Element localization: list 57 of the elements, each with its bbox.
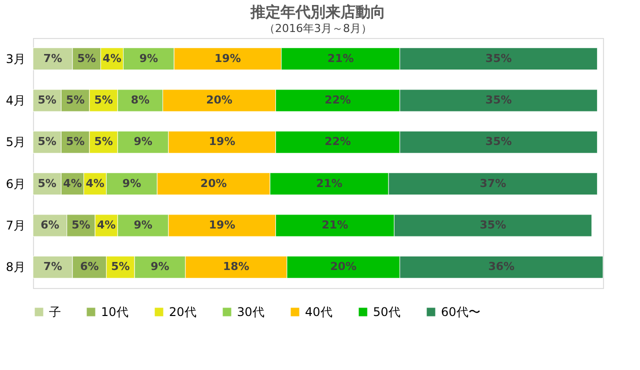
y-tick-label: 6月: [6, 176, 26, 191]
chart-title: 推定年代別来店動向: [250, 3, 386, 21]
legend-label: 30代: [237, 305, 264, 319]
data-label: 9%: [139, 52, 158, 65]
data-label: 18%: [222, 260, 250, 274]
data-label: 6%: [40, 218, 60, 232]
data-label: 5%: [94, 94, 113, 106]
data-label: 5%: [94, 135, 113, 148]
data-label: 5%: [66, 135, 85, 148]
legend-label: 50代: [373, 305, 400, 319]
data-label: 19%: [214, 52, 241, 65]
data-label: 5%: [72, 218, 90, 232]
data-label: 4%: [97, 218, 116, 232]
chart-subtitle: （2016年3月～8月）: [264, 22, 372, 35]
y-tick-label: 4月: [6, 94, 26, 108]
legend-label: 10代: [101, 305, 128, 319]
data-label: 21%: [322, 218, 348, 232]
data-label: 7%: [43, 260, 62, 274]
data-label: 9%: [134, 135, 152, 148]
data-label: 7%: [43, 52, 62, 65]
data-label: 35%: [485, 135, 512, 148]
data-label: 19%: [208, 218, 236, 232]
data-label: 9%: [134, 218, 152, 232]
data-label: 9%: [122, 176, 142, 190]
legend-label: 60代〜: [441, 305, 480, 319]
legend-label: 40代: [305, 305, 332, 319]
data-label: 20%: [330, 260, 357, 274]
data-label: 6%: [80, 260, 99, 274]
data-label: 19%: [208, 135, 236, 148]
data-label: 4%: [86, 176, 104, 190]
data-label: 22%: [324, 135, 351, 148]
data-label: 5%: [38, 176, 56, 190]
data-label: 35%: [480, 218, 506, 232]
y-tick-label: 8月: [6, 260, 26, 274]
data-label: 8%: [130, 94, 150, 106]
data-label: 37%: [480, 176, 506, 190]
data-label: 5%: [38, 135, 56, 148]
legend-label: 子: [49, 305, 61, 319]
y-tick-label: 7月: [6, 218, 26, 232]
data-label: 21%: [327, 52, 354, 65]
data-label: 5%: [77, 52, 96, 65]
data-label: 36%: [488, 260, 515, 274]
data-label: 4%: [63, 176, 82, 190]
y-tick-label: 5月: [6, 135, 26, 150]
legend-label: 20代: [169, 305, 196, 319]
y-tick-label: 3月: [6, 52, 26, 66]
data-label: 5%: [66, 94, 85, 106]
data-label: 35%: [485, 94, 512, 106]
data-label: 5%: [38, 94, 56, 106]
data-label: 21%: [316, 176, 342, 190]
data-label: 35%: [485, 52, 512, 65]
data-label: 5%: [111, 260, 130, 274]
data-label: 9%: [150, 260, 170, 274]
data-label: 20%: [206, 94, 232, 106]
data-label: 4%: [102, 52, 122, 65]
data-label: 22%: [324, 94, 351, 106]
data-label: 20%: [200, 176, 227, 190]
